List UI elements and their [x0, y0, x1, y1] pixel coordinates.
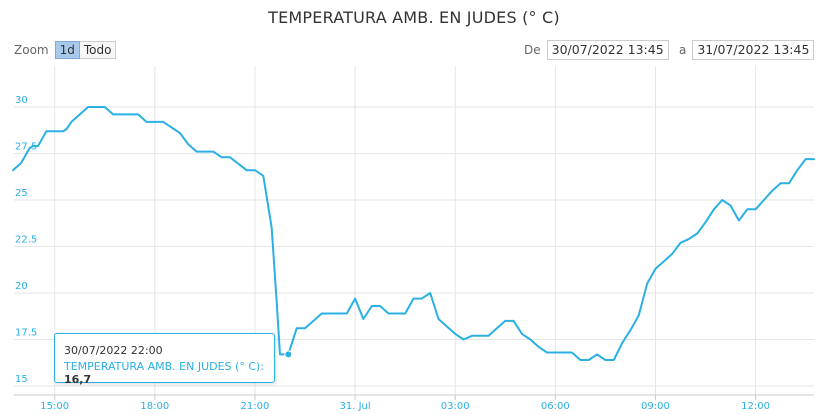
y-tick-label: 30 — [15, 95, 28, 106]
x-tick-label: 15:00 — [40, 401, 69, 412]
tooltip-date: 30/07/2022 22:00 — [64, 344, 163, 357]
x-tick-label: 12:00 — [741, 401, 770, 412]
range-from: De 30/07/2022 13:45 — [524, 40, 669, 60]
x-tick-label: 18:00 — [140, 401, 169, 412]
chart-title: TEMPERATURA AMB. EN JUDES (° C) — [268, 8, 560, 27]
tooltip: 30/07/2022 22:00 TEMPERATURA AMB. EN JUD… — [54, 333, 275, 386]
x-tick-label: 31. Jul — [340, 401, 371, 412]
zoom-label: Zoom — [14, 43, 49, 57]
tooltip-value: 16,7 — [64, 373, 92, 386]
x-tick-label: 21:00 — [241, 401, 270, 412]
x-tick-label: 09:00 — [641, 401, 670, 412]
range-from-label: De — [524, 43, 541, 57]
x-axis: 15:00 18:00 21:00 31. Jul 03:00 06:00 09:00 12:… — [14, 394, 814, 412]
y-axis: 15 17.5 20 22.5 25 27.5 30 — [15, 95, 37, 385]
zoom-1d-button[interactable]: 1d — [54, 41, 80, 59]
series-line — [12, 106, 815, 361]
series-group — [12, 106, 815, 361]
x-tick-label: 03:00 — [441, 401, 470, 412]
range-to-input[interactable]: 31/07/2022 13:45 — [692, 40, 815, 60]
y-tick-label: 20 — [15, 281, 28, 292]
range-to-label: a — [679, 43, 687, 57]
hover-point — [284, 350, 293, 359]
tooltip-series-label: TEMPERATURA AMB. EN JUDES (° C): — [64, 360, 264, 373]
hover-marker — [284, 350, 293, 359]
y-tick-label: 27.5 — [15, 142, 37, 153]
y-tick-label: 17.5 — [15, 328, 37, 339]
y-tick-label: 22.5 — [15, 235, 37, 246]
range-to: a 31/07/2022 13:45 — [679, 40, 815, 60]
x-tick-label: 06:00 — [541, 401, 570, 412]
zoom-controls: Zoom 1d Todo — [14, 41, 117, 59]
zoom-all-button[interactable]: Todo — [79, 41, 117, 59]
range-from-input[interactable]: 30/07/2022 13:45 — [546, 40, 669, 60]
y-tick-label: 15 — [15, 374, 28, 385]
y-tick-label: 25 — [15, 188, 28, 199]
